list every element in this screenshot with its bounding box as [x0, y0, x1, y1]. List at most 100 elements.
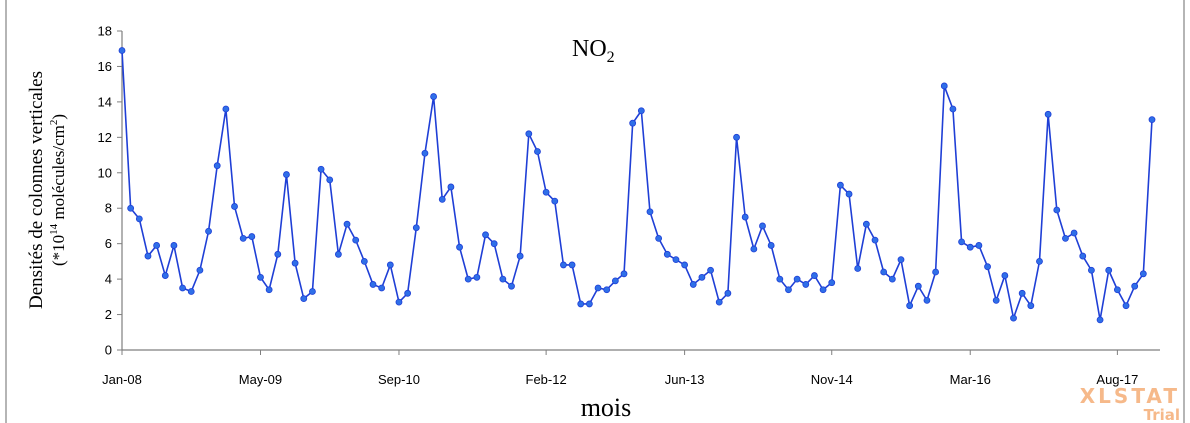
data-point: [412, 224, 420, 232]
y-tick-label: 16: [98, 59, 112, 74]
data-point: [715, 298, 723, 306]
x-axis-title: mois: [581, 393, 632, 422]
data-point: [309, 288, 316, 295]
data-point: [438, 195, 446, 203]
data-point: [1062, 234, 1069, 242]
data-point: [1018, 289, 1026, 297]
data-point: [880, 268, 888, 276]
data-point: [1001, 272, 1009, 279]
data-point: [914, 282, 922, 290]
x-tick-label: Sep-10: [378, 372, 420, 387]
data-point: [940, 82, 948, 90]
data-point: [170, 242, 178, 249]
data-point: [1010, 314, 1017, 322]
data-point: [551, 197, 559, 205]
y-tick-label: 6: [105, 236, 112, 251]
data-point: [1044, 110, 1052, 118]
data-point: [265, 286, 273, 294]
data-point: [828, 279, 836, 287]
data-point: [369, 281, 377, 288]
data-point: [334, 250, 342, 258]
data-point: [802, 281, 810, 288]
data-point: [611, 277, 619, 285]
data-point: [456, 243, 463, 251]
data-point: [741, 213, 749, 221]
data-point: [300, 295, 308, 303]
chart-title-subscript: 2: [607, 49, 615, 66]
y-axis-title-part-c: ): [49, 114, 68, 120]
data-point: [127, 204, 135, 212]
data-point: [837, 181, 844, 189]
data-point: [161, 272, 169, 279]
data-point: [1053, 206, 1061, 214]
data-point: [932, 268, 940, 276]
data-point: [473, 273, 481, 281]
data-point: [205, 227, 212, 235]
x-tick-label: May-09: [239, 372, 282, 387]
data-point: [585, 300, 593, 308]
data-point: [248, 233, 256, 240]
data-point: [854, 265, 862, 272]
data-point: [966, 243, 974, 251]
data-point: [975, 242, 983, 249]
data-point: [888, 275, 896, 283]
y-axis-title-part-b: molécules/cm: [49, 125, 68, 224]
x-tick-label: Aug-17: [1096, 372, 1138, 387]
data-point: [326, 176, 334, 184]
data-point: [508, 282, 515, 290]
data-point: [672, 256, 680, 264]
chart-title-main: NO: [572, 36, 607, 62]
y-tick-label: 2: [105, 307, 112, 322]
data-point: [1036, 257, 1043, 265]
data-point: [1105, 266, 1113, 274]
data-point: [871, 236, 879, 244]
data-point: [984, 263, 991, 271]
data-point: [464, 275, 472, 283]
y-tick-label: 10: [98, 165, 112, 180]
data-point: [1122, 302, 1130, 310]
data-point: [862, 220, 870, 228]
y-tick-label: 0: [105, 343, 112, 358]
xlstat-watermark: XLSTAT Trial: [1080, 384, 1180, 423]
data-point: [291, 259, 299, 267]
x-tick-label: Jan-08: [102, 372, 142, 387]
data-point: [620, 270, 628, 278]
data-point: [482, 231, 489, 239]
x-tick-label: Feb-12: [526, 372, 567, 387]
watermark-line1: XLSTAT: [1080, 384, 1180, 408]
data-point: [603, 286, 611, 294]
data-point: [534, 148, 541, 155]
data-point: [1148, 116, 1156, 124]
data-point: [759, 222, 766, 230]
data-point: [568, 261, 576, 269]
data-point: [845, 190, 853, 198]
axes: [121, 31, 1160, 351]
y-tick-label: 4: [105, 272, 112, 287]
no2-series-line: [121, 50, 1153, 321]
data-point: [1096, 316, 1104, 324]
data-point: [196, 266, 204, 274]
x-ticks: Jan-08 May-09 Sep-10 Feb-12 Jun-13 Nov-14 Mar-…: [102, 350, 1138, 387]
x-tick-label: Jun-13: [665, 372, 705, 387]
data-point: [776, 275, 784, 283]
data-point: [1027, 302, 1035, 310]
data-point: [1088, 266, 1095, 274]
data-point: [499, 275, 507, 283]
data-point: [698, 273, 706, 281]
data-point: [681, 261, 689, 269]
data-point: [923, 296, 931, 304]
data-point: [1070, 229, 1078, 237]
data-point: [516, 252, 524, 260]
data-point: [958, 238, 965, 246]
data-point: [577, 300, 585, 308]
data-point: [992, 296, 1000, 304]
y-axis-title-line1: Densités de colonnes verticales: [26, 71, 47, 309]
data-point: [811, 272, 818, 279]
data-point: [707, 266, 714, 274]
data-point: [1113, 286, 1121, 294]
data-point: [594, 284, 602, 292]
data-point: [274, 250, 282, 258]
data-point: [793, 275, 801, 283]
data-point: [360, 257, 368, 265]
